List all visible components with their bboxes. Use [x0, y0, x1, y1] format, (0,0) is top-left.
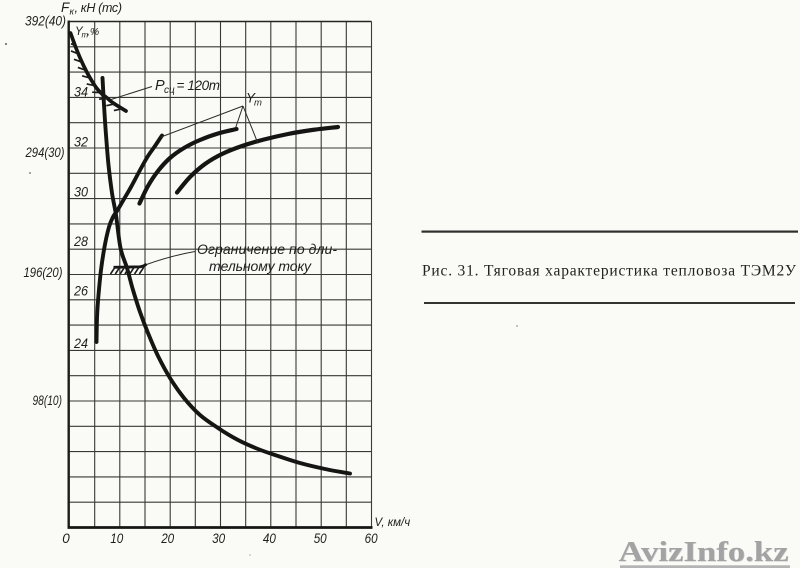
- svg-text:V, км/ч: V, км/ч: [375, 517, 411, 529]
- svg-text:26: 26: [73, 283, 88, 299]
- svg-text:к: к: [70, 7, 75, 18]
- svg-text:294(30): 294(30): [25, 144, 65, 160]
- svg-text:10: 10: [110, 530, 123, 546]
- svg-text:32: 32: [74, 134, 88, 150]
- svg-text:тельному току: тельному току: [209, 258, 312, 274]
- svg-text:,%: ,%: [87, 26, 99, 38]
- svg-text:20: 20: [160, 530, 174, 546]
- svg-text:Ограничение по дли-: Ограничение по дли-: [197, 241, 337, 257]
- svg-text:392(40): 392(40): [25, 13, 66, 29]
- svg-text:34: 34: [74, 84, 88, 100]
- svg-text:98(10): 98(10): [33, 392, 63, 408]
- svg-text:Y: Y: [246, 91, 256, 106]
- svg-text:= 120т: = 120т: [177, 78, 221, 93]
- svg-text:F: F: [61, 0, 70, 15]
- svg-text:, кН (тс): , кН (тс): [75, 1, 123, 15]
- svg-text:Р: Р: [155, 78, 165, 94]
- svg-text:50: 50: [314, 530, 327, 546]
- svg-text:0: 0: [62, 530, 70, 546]
- svg-text:т: т: [254, 98, 262, 109]
- svg-text:сц: сц: [164, 85, 175, 96]
- svg-text:196(20): 196(20): [24, 264, 63, 280]
- svg-text:Y: Y: [75, 26, 84, 38]
- svg-text:60: 60: [365, 530, 378, 546]
- svg-text:30: 30: [74, 184, 88, 200]
- svg-text:40: 40: [263, 530, 276, 546]
- svg-text:28: 28: [73, 233, 88, 249]
- svg-text:AvizInfo.kz: AvizInfo.kz: [619, 536, 789, 568]
- svg-text:т: т: [82, 31, 89, 40]
- svg-text:30: 30: [212, 530, 225, 546]
- svg-text:24: 24: [73, 335, 88, 351]
- svg-text:Рис. 31. Тяговая характерис: Рис. 31. Тяговая характеристика тепловоз…: [422, 263, 796, 280]
